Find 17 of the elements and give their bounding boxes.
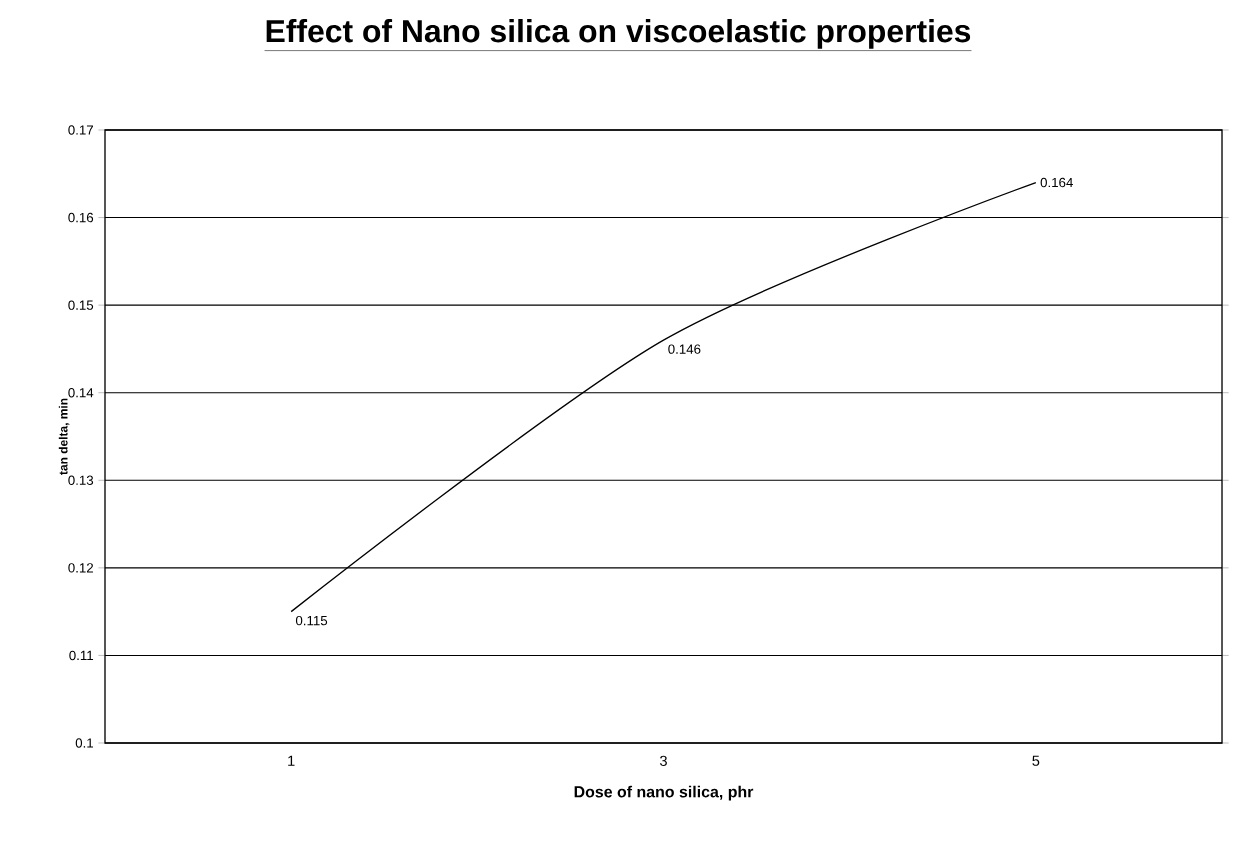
y-tick-label: 0.1 bbox=[75, 738, 94, 748]
x-axis-title: Dose of nano silica, phr bbox=[574, 785, 754, 801]
data-label: 0.115 bbox=[295, 615, 328, 626]
chart-title: Effect of Nano silica on viscoelastic properties bbox=[266, 19, 971, 49]
y-tick-label: 0.13 bbox=[68, 475, 94, 485]
y-tick-label: 0.12 bbox=[68, 563, 94, 573]
y-tick-label: 0.16 bbox=[68, 212, 94, 223]
x-tick-label: 3 bbox=[660, 755, 667, 767]
data-label: 0.164 bbox=[1040, 177, 1073, 188]
y-axis-title: tan delta, min bbox=[58, 398, 70, 475]
x-tick-label: 1 bbox=[288, 755, 295, 766]
y-tick-label: 0.15 bbox=[68, 300, 94, 310]
x-tick-label: 5 bbox=[1032, 755, 1040, 766]
y-tick-label: 0.14 bbox=[68, 388, 94, 398]
y-tick-label: 0.17 bbox=[68, 125, 94, 135]
data-label: 0.146 bbox=[668, 344, 701, 354]
y-tick-label: 0.11 bbox=[69, 650, 94, 661]
